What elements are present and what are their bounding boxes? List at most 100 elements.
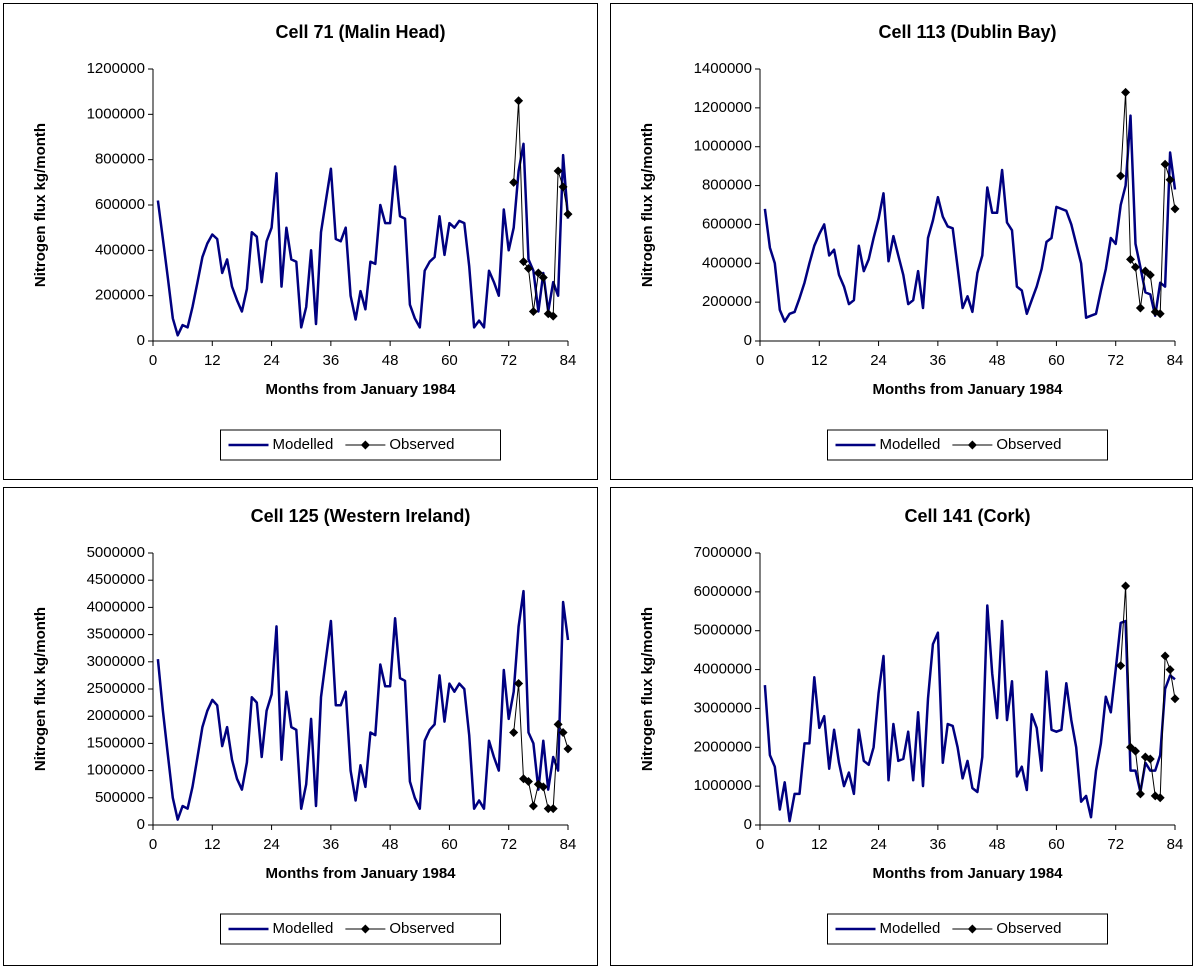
x-tick-label: 12 xyxy=(204,352,221,369)
data-point xyxy=(553,719,563,729)
data-point xyxy=(548,311,558,321)
legend-label: Observed xyxy=(996,920,1061,937)
x-axis-label: Months from January 1984 xyxy=(265,381,456,398)
chart-title: Cell 71 (Malin Head) xyxy=(275,22,445,42)
x-tick-label: 12 xyxy=(204,836,221,853)
y-tick-label: 0 xyxy=(744,816,752,833)
x-tick-label: 60 xyxy=(441,836,458,853)
data-point xyxy=(523,776,533,786)
x-axis-label: Months from January 1984 xyxy=(872,865,1063,882)
y-tick-label: 400000 xyxy=(702,254,752,271)
chart-panel: Cell 125 (Western Ireland) Nitrogen flux … xyxy=(3,487,598,966)
x-tick-label: 24 xyxy=(870,836,887,853)
data-point xyxy=(1155,793,1165,803)
y-axis-label: Nitrogen flux kg/month xyxy=(32,607,49,771)
data-point xyxy=(1160,159,1170,169)
x-tick-label: 60 xyxy=(1048,352,1065,369)
data-point xyxy=(528,801,538,811)
data-point xyxy=(1130,262,1140,272)
x-tick-label: 48 xyxy=(989,352,1006,369)
data-point xyxy=(538,273,548,283)
data-point xyxy=(1170,694,1180,704)
y-tick-label: 4500000 xyxy=(87,571,145,588)
chart-panel: Cell 141 (Cork) Nitrogen flux kg/month Mon… xyxy=(610,487,1193,966)
data-point xyxy=(563,744,573,754)
x-tick-label: 84 xyxy=(1167,352,1184,369)
y-tick-label: 1000000 xyxy=(87,105,145,122)
y-tick-label: 500000 xyxy=(95,789,145,806)
x-tick-label: 36 xyxy=(930,352,947,369)
data-point xyxy=(1135,303,1145,313)
legend-marker xyxy=(967,924,977,934)
data-point xyxy=(1135,789,1145,799)
data-point xyxy=(558,182,568,192)
y-tick-label: 1200000 xyxy=(87,60,145,77)
legend-label: Modelled xyxy=(273,920,334,937)
x-tick-label: 36 xyxy=(323,352,340,369)
series-line xyxy=(156,142,570,337)
x-tick-label: 48 xyxy=(989,836,1006,853)
y-axis-label: Nitrogen flux kg/month xyxy=(639,607,656,771)
x-tick-label: 84 xyxy=(1167,836,1184,853)
series-line xyxy=(763,604,1176,823)
legend-label: Observed xyxy=(996,436,1061,453)
y-tick-label: 4000000 xyxy=(87,598,145,615)
y-tick-label: 5000000 xyxy=(87,544,145,561)
x-tick-label: 72 xyxy=(500,352,517,369)
x-tick-label: 72 xyxy=(1107,836,1124,853)
x-tick-label: 0 xyxy=(756,352,764,369)
y-tick-label: 1200000 xyxy=(694,99,752,116)
y-tick-label: 200000 xyxy=(95,287,145,304)
x-tick-label: 72 xyxy=(500,836,517,853)
data-point xyxy=(1160,651,1170,661)
legend-marker xyxy=(967,440,977,450)
series-line xyxy=(156,589,570,821)
legend-label: Observed xyxy=(389,920,454,937)
data-point xyxy=(1130,746,1140,756)
data-point xyxy=(509,177,519,187)
chart-panel: Cell 113 (Dublin Bay) Nitrogen flux kg/mo… xyxy=(610,3,1193,480)
x-tick-label: 36 xyxy=(930,836,947,853)
data-point xyxy=(1126,254,1136,264)
y-tick-label: 0 xyxy=(744,332,752,349)
x-tick-label: 48 xyxy=(382,352,399,369)
panel-border xyxy=(610,487,1193,966)
legend-marker xyxy=(360,440,370,450)
x-tick-label: 60 xyxy=(441,352,458,369)
y-tick-label: 1500000 xyxy=(87,734,145,751)
y-tick-label: 1400000 xyxy=(694,60,752,77)
y-tick-label: 1000000 xyxy=(694,138,752,155)
y-tick-label: 200000 xyxy=(702,293,752,310)
data-point xyxy=(1170,204,1180,214)
data-point xyxy=(514,679,524,689)
y-tick-label: 1000000 xyxy=(87,762,145,779)
x-tick-label: 0 xyxy=(756,836,764,853)
y-tick-label: 6000000 xyxy=(694,583,752,600)
chart-title: Cell 113 (Dublin Bay) xyxy=(878,22,1056,42)
data-point xyxy=(523,263,533,273)
chart-title: Cell 141 (Cork) xyxy=(904,506,1030,526)
panel-border xyxy=(3,3,598,480)
legend-label: Observed xyxy=(389,436,454,453)
y-tick-label: 3000000 xyxy=(694,699,752,716)
x-tick-label: 72 xyxy=(1107,352,1124,369)
y-tick-label: 3500000 xyxy=(87,626,145,643)
data-point xyxy=(1121,581,1131,591)
legend-label: Modelled xyxy=(273,436,334,453)
y-tick-label: 2000000 xyxy=(694,738,752,755)
data-point xyxy=(548,804,558,814)
x-axis-label: Months from January 1984 xyxy=(265,865,456,882)
data-point xyxy=(1116,171,1126,181)
y-axis-label: Nitrogen flux kg/month xyxy=(639,123,656,287)
y-tick-label: 600000 xyxy=(95,196,145,213)
x-tick-label: 84 xyxy=(560,836,577,853)
data-point xyxy=(1155,309,1165,319)
y-tick-label: 0 xyxy=(137,332,145,349)
x-tick-label: 24 xyxy=(263,836,280,853)
y-tick-label: 800000 xyxy=(702,177,752,194)
x-tick-label: 24 xyxy=(263,352,280,369)
y-tick-label: 4000000 xyxy=(694,661,752,678)
y-axis-label: Nitrogen flux kg/month xyxy=(32,123,49,287)
x-tick-label: 0 xyxy=(149,836,157,853)
data-point xyxy=(1165,175,1175,185)
